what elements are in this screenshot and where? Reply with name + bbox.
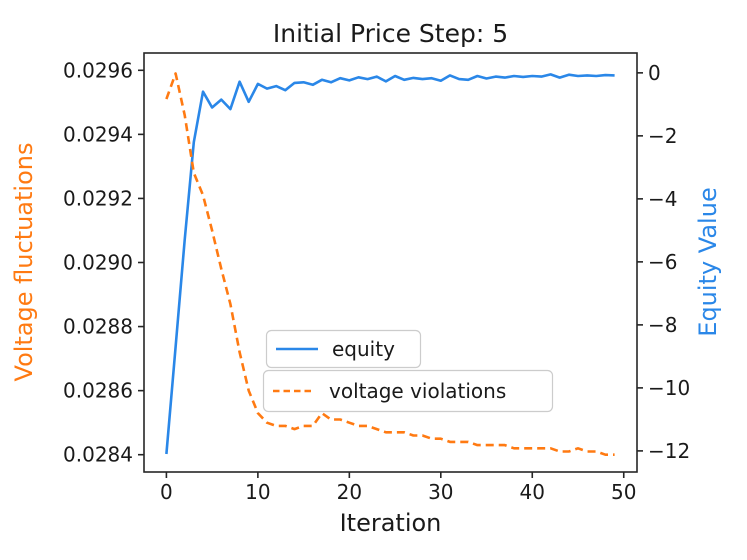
x-tick-label: 0 [160,480,173,504]
legend-entry-voltage-violations: voltage violations [262,369,554,413]
right-y-tick-label: −4 [648,187,677,211]
legend-box [265,329,422,369]
left-y-tick-label: 0.0284 [63,443,133,467]
left-y-axis-label: Voltage fluctuations [10,143,38,382]
legend-entry-equity: equity [265,329,422,369]
right-y-tick-label: −12 [648,439,690,463]
right-y-axis-ticks: 0 −2 −4 −6 −8 −10 −12 [637,61,690,463]
x-axis-label: Iteration [340,509,442,537]
x-tick-label: 50 [611,480,636,504]
x-tick-label: 20 [337,480,362,504]
left-y-tick-label: 0.0286 [63,379,133,403]
plot-series [165,72,615,457]
series-line-equity [165,73,615,455]
x-axis-ticks: 0 10 20 30 40 50 [160,472,636,504]
chart-title: Initial Price Step: 5 [273,19,508,48]
right-y-tick-label: −8 [648,313,677,337]
right-y-tick-label: −2 [648,124,677,148]
left-y-tick-label: 0.0294 [63,122,133,146]
legend-label: voltage violations [329,379,506,403]
x-tick-label: 40 [520,480,545,504]
x-tick-label: 30 [428,480,453,504]
left-y-tick-label: 0.0290 [63,251,133,275]
legend: equity voltage violations [262,329,554,413]
left-y-tick-label: 0.0296 [63,58,133,82]
plot-border [143,52,638,473]
x-tick-label: 10 [245,480,270,504]
legend-label: equity [332,337,395,361]
left-y-axis-ticks: 0.0284 0.0286 0.0288 0.0290 0.0292 0.0294 0.02… [63,58,144,467]
right-y-tick-label: −6 [648,250,677,274]
right-y-tick-label: −10 [648,376,690,400]
right-y-axis-label: Equity Value [694,187,722,336]
right-y-tick-label: 0 [648,61,661,85]
left-y-tick-label: 0.0292 [63,186,133,210]
left-y-tick-label: 0.0288 [63,315,133,339]
series-line-voltage-violations [165,72,615,457]
legend-box [262,369,554,413]
